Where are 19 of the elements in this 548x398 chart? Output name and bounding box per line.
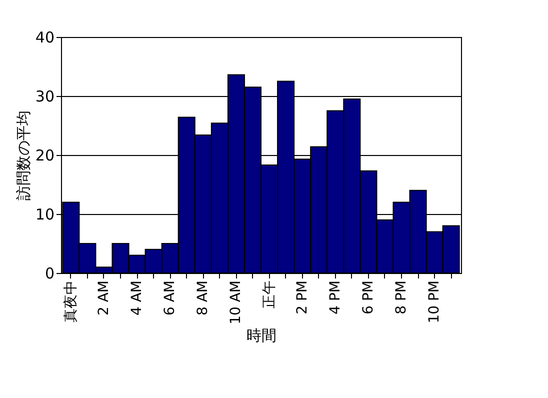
x-tick-label: 2 AM [96,280,112,316]
x-tick-label: 6 PM [360,280,376,314]
x-tick-label: 4 AM [129,280,146,316]
y-tick-label: 20 [35,146,54,164]
x-tick-label: 真夜中 [62,280,79,322]
x-tick-label: 8 AM [195,280,212,316]
y-axis-title: 訪問数の平均 [14,110,32,200]
x-tick-label: 8 PM [393,280,410,314]
y-tick-label: 0 [44,264,54,282]
y-tick-label: 40 [35,28,54,46]
x-tick-label: 正午 [261,280,278,308]
x-tick-label: 4 PM [327,280,344,314]
y-tick-label: 30 [35,88,54,106]
x-tick-label: 10 PM [426,280,443,324]
x-tick-label: 2 PM [294,280,310,314]
x-axis-title: 時間 [246,326,276,344]
x-tick-label: 10 AM [228,280,244,324]
x-tick-label: 6 AM [162,280,178,316]
y-tick-label: 10 [35,206,54,224]
